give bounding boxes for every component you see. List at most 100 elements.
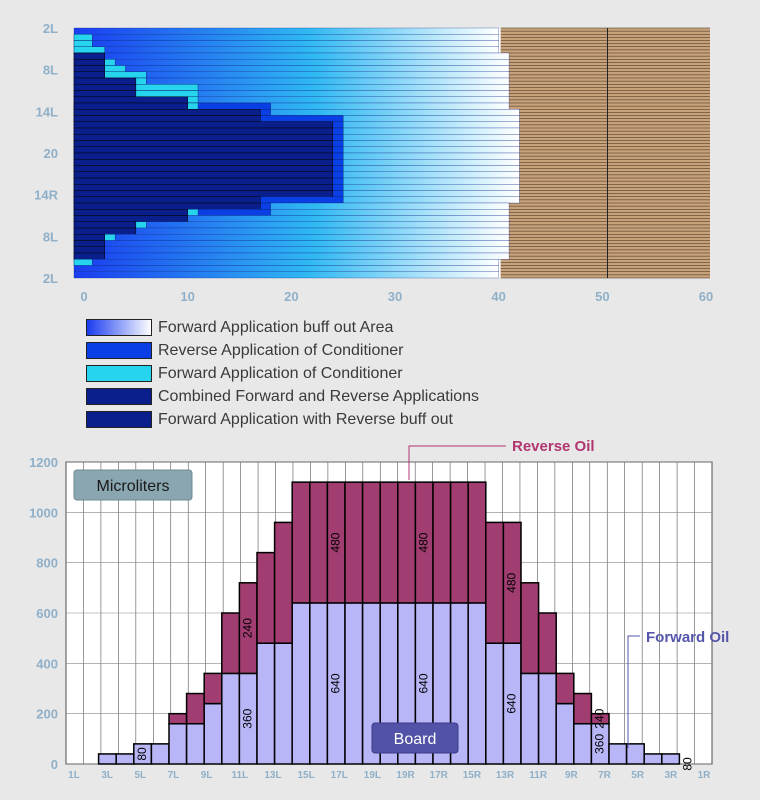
reverse-oil-bar bbox=[520, 582, 540, 675]
combined-bar bbox=[73, 202, 261, 210]
forward-oil-label: Forward Oil bbox=[646, 629, 729, 646]
legend-item-forward: Forward Application of Conditioner bbox=[86, 362, 479, 385]
forward-value-label: 360 bbox=[240, 708, 254, 728]
buff-out-bar bbox=[73, 234, 510, 241]
reverse-value-label: 240 bbox=[592, 708, 606, 728]
oil-volume-bar-chart: 0 200 400 600 800 1000 1200 80 360 640 640 640 360 80… bbox=[29, 438, 729, 781]
reverse-oil-bar bbox=[309, 481, 329, 604]
forward-oil-bar bbox=[661, 753, 681, 765]
combined-bar bbox=[73, 90, 137, 97]
forward-value-label: 640 bbox=[504, 693, 518, 713]
x-tick-label: 60 bbox=[699, 289, 713, 304]
board-box bbox=[371, 722, 459, 754]
forward-oil-bar bbox=[150, 743, 170, 765]
forward-value-label: 80 bbox=[680, 757, 694, 771]
x-tick-label: 5R bbox=[631, 770, 645, 781]
combined-bar bbox=[73, 109, 261, 116]
reverse-oil-bar bbox=[537, 612, 557, 675]
y-tick-label: 400 bbox=[36, 656, 58, 671]
forward-oil-bar bbox=[520, 672, 540, 765]
x-tick-label: 9L bbox=[201, 770, 213, 781]
x-tick-label: 17R bbox=[430, 770, 449, 781]
buff-out-bar bbox=[73, 240, 510, 247]
buff-out-bar bbox=[73, 227, 510, 235]
reverse-oil-bar bbox=[573, 692, 593, 725]
legend-swatch-combined bbox=[86, 388, 152, 405]
combined-bar bbox=[73, 184, 334, 191]
reverse-value-label: 240 bbox=[240, 618, 254, 638]
x-tick-label: 50 bbox=[595, 289, 609, 304]
x-tick-label: 0 bbox=[80, 289, 87, 304]
forward-oil-bar bbox=[115, 753, 135, 765]
reverse-oil-bar bbox=[590, 712, 610, 725]
forward-oil-bar bbox=[291, 602, 311, 765]
reverse-oil-bar bbox=[273, 521, 293, 644]
combined-bar bbox=[73, 159, 334, 166]
y-tick-label: 2L bbox=[43, 21, 58, 36]
combined-bar bbox=[73, 115, 261, 122]
forward-oil-bar bbox=[203, 702, 223, 765]
buff-out-bar bbox=[73, 65, 510, 72]
forward-bar bbox=[73, 40, 93, 47]
combined-bar bbox=[73, 221, 137, 229]
x-tick-label: 3R bbox=[664, 770, 678, 781]
x-tick-label: 1L bbox=[68, 770, 80, 781]
legend-label: Combined Forward and Reverse Application… bbox=[158, 387, 480, 405]
combined-bar bbox=[73, 134, 334, 141]
y-tick-label: 200 bbox=[36, 707, 58, 722]
y-tick-label: 600 bbox=[36, 606, 58, 621]
reverse-oil-label: Reverse Oil bbox=[512, 438, 595, 455]
legend-swatch-reverse bbox=[86, 342, 152, 359]
combined-bar bbox=[73, 215, 188, 222]
reverse-oil-bar bbox=[449, 481, 469, 604]
reverse-oil-bar bbox=[203, 672, 223, 705]
reverse-oil-bar bbox=[168, 712, 188, 725]
x-tick-label: 30 bbox=[388, 289, 402, 304]
legend-label: Reverse Application of Conditioner bbox=[158, 341, 404, 359]
reverse-oil-bar bbox=[185, 692, 205, 725]
y-tick-label: 8L bbox=[43, 63, 58, 78]
legend-swatch-buff-out bbox=[86, 319, 152, 336]
combined-bar bbox=[73, 227, 137, 235]
buff-out-bar bbox=[73, 59, 510, 66]
forward-oil-bar bbox=[485, 642, 505, 765]
forward-oil-bar bbox=[168, 722, 188, 765]
legend-item-reverse: Reverse Application of Conditioner bbox=[86, 339, 479, 362]
forward-oil-bar bbox=[643, 753, 663, 765]
buff-out-bar bbox=[73, 265, 499, 272]
legend-label: Forward Application buff out Area bbox=[158, 318, 394, 336]
units-box bbox=[73, 469, 193, 501]
buff-out-bar bbox=[73, 27, 499, 35]
forward-oil-bar bbox=[555, 702, 575, 765]
combined-bar bbox=[73, 252, 105, 260]
reverse-oil-bar bbox=[344, 481, 364, 604]
combined-bar bbox=[73, 140, 334, 147]
x-tick-label: 3L bbox=[101, 770, 113, 781]
combined-bar bbox=[73, 246, 105, 254]
legend-item-reverse-buff: Forward Application with Reverse buff ou… bbox=[86, 408, 479, 431]
forward-oil-bar bbox=[185, 722, 205, 765]
combined-bar bbox=[73, 96, 188, 104]
x-tick-label: 17L bbox=[331, 770, 348, 781]
legend-label: Forward Application of Conditioner bbox=[158, 364, 403, 382]
forward-oil-bar bbox=[256, 642, 276, 765]
buff-out-bar bbox=[73, 52, 510, 60]
buff-out-bar bbox=[73, 246, 510, 254]
forward-bar bbox=[73, 259, 93, 266]
y-tick-label: 2L bbox=[43, 271, 58, 286]
x-tick-label: 10 bbox=[180, 289, 194, 304]
forward-oil-bar bbox=[573, 722, 593, 765]
y-tick-label: 1000 bbox=[29, 505, 58, 520]
buff-out-bar bbox=[73, 252, 510, 260]
forward-value-label: 80 bbox=[135, 747, 149, 761]
legend-item-combined: Combined Forward and Reverse Application… bbox=[86, 385, 479, 408]
reverse-value-label: 480 bbox=[416, 532, 430, 552]
x-tick-label: 11R bbox=[529, 770, 548, 781]
reverse-value-label: 480 bbox=[504, 572, 518, 592]
x-tick-label: 13L bbox=[264, 770, 281, 781]
combined-bar bbox=[73, 121, 334, 129]
combined-bar bbox=[73, 77, 137, 85]
forward-oil-pointer bbox=[627, 635, 640, 748]
reverse-oil-bar bbox=[291, 481, 311, 604]
reverse-oil-bar bbox=[432, 481, 452, 604]
